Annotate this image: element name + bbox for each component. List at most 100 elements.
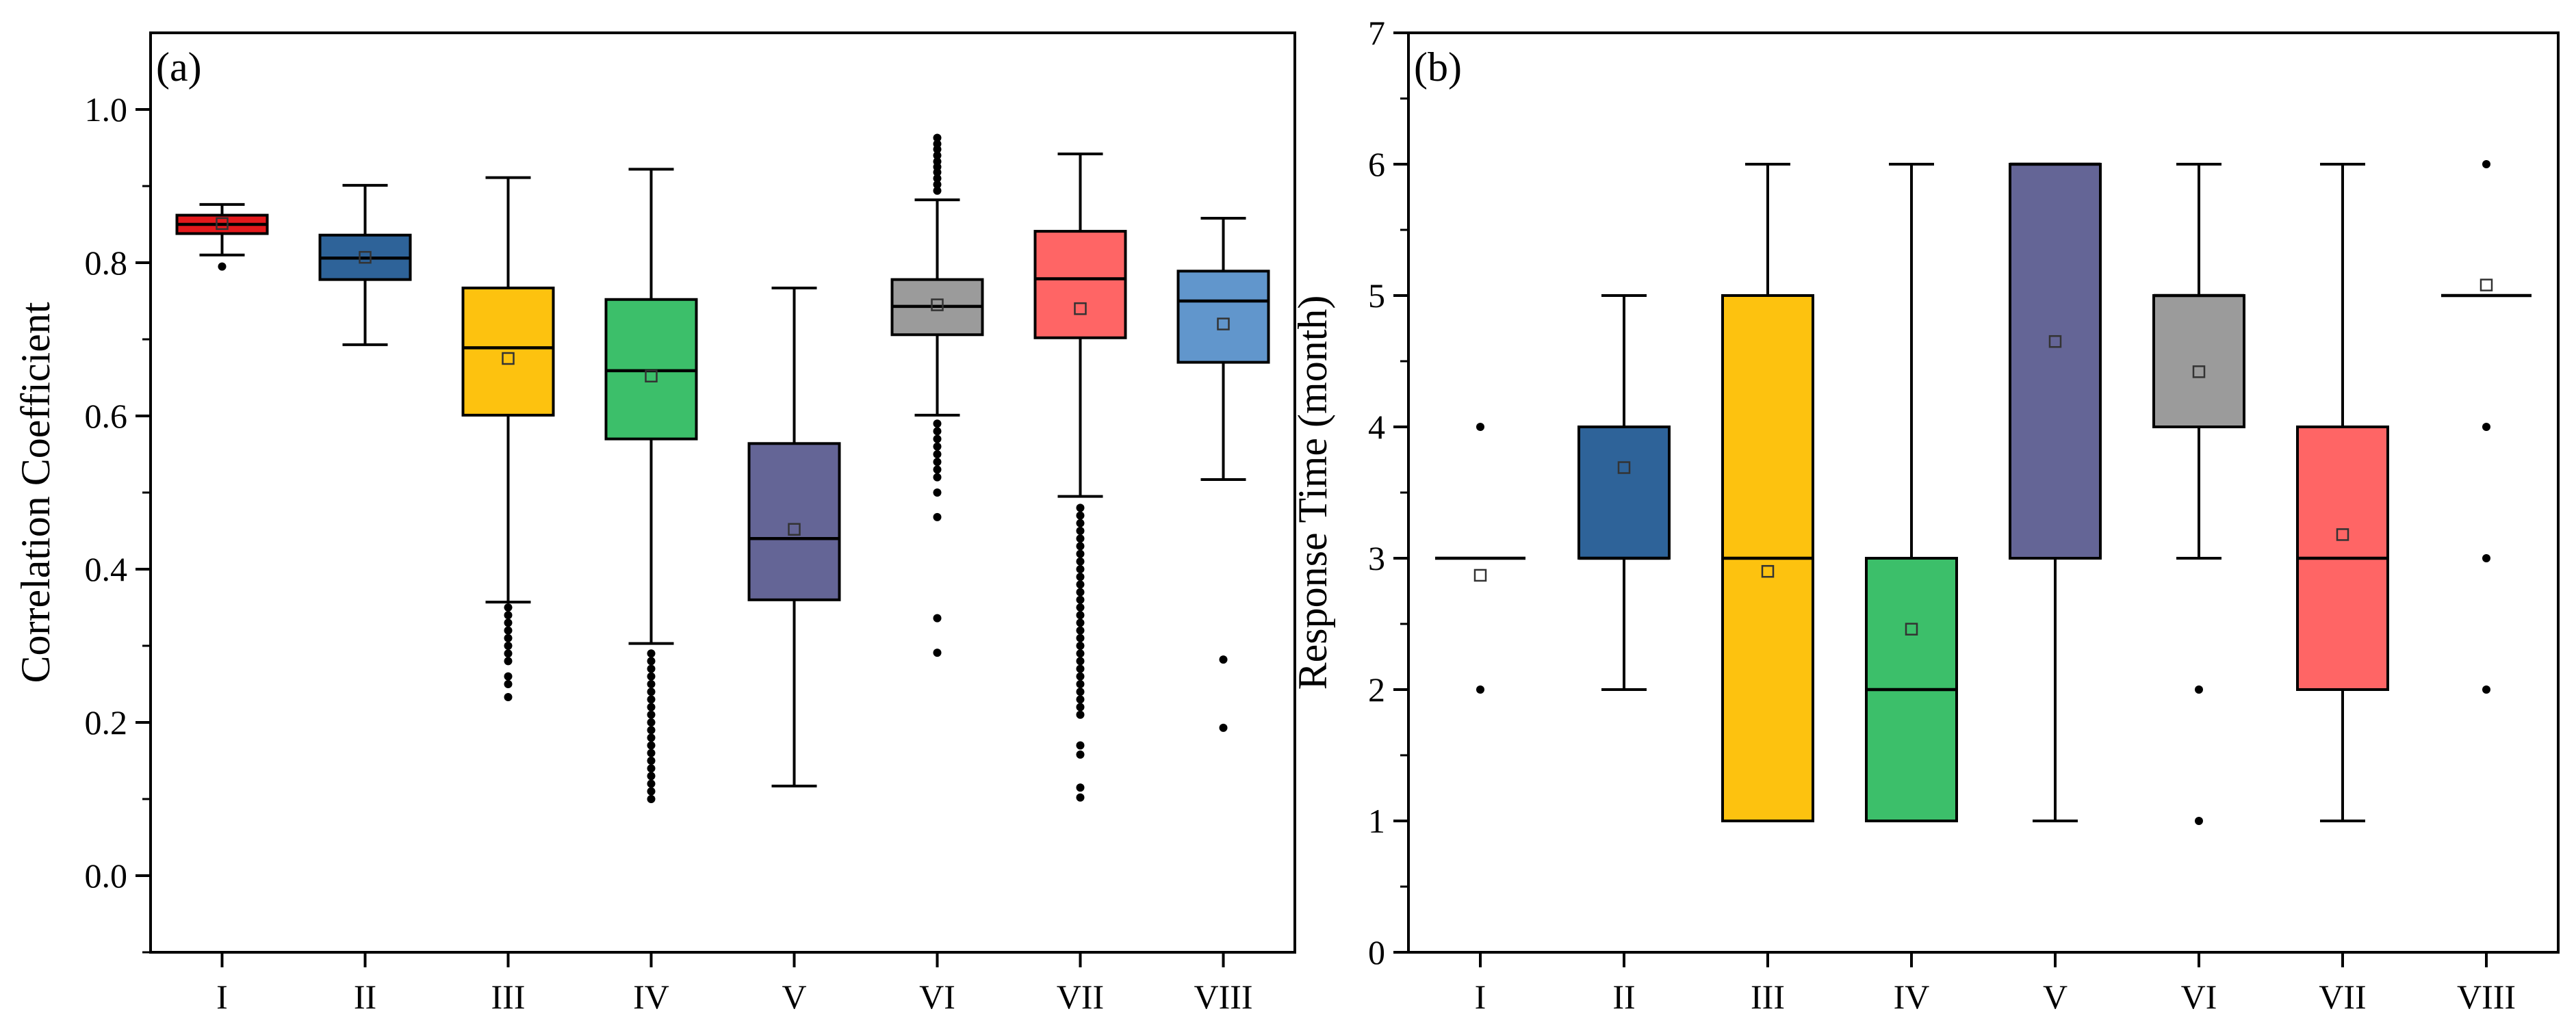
outlier-point <box>1076 504 1085 512</box>
panel-a-correlation-coefficient: 0.0 0.2 0.4 0.6 0.8 1.0 Correlation Coefficien… <box>13 31 1296 1016</box>
outlier-point <box>647 748 656 757</box>
box-vii <box>2296 163 2389 822</box>
outlier-point <box>933 649 942 657</box>
outlier-point <box>1076 611 1085 620</box>
y-tick-label: 6 <box>1368 145 1385 183</box>
y-tick-label: 4 <box>1368 408 1385 446</box>
outlier-point <box>1219 655 1228 664</box>
outlier-point <box>1076 588 1085 597</box>
outlier-point <box>1076 626 1085 635</box>
outlier-point <box>504 626 513 635</box>
box-viii <box>2441 160 2532 694</box>
outlier-point <box>1076 618 1085 627</box>
outlier-point <box>647 764 656 773</box>
outlier-point <box>1076 511 1085 520</box>
x-tick-label: V <box>782 978 806 1016</box>
box-i <box>175 202 269 271</box>
outlier-point <box>647 795 656 803</box>
x-tick-label: VII <box>1057 978 1104 1016</box>
mean-marker <box>2336 528 2349 541</box>
box-iqr <box>1033 230 1127 339</box>
mean-marker <box>2048 335 2062 348</box>
box-iii <box>461 176 555 702</box>
outlier-point <box>647 672 656 681</box>
y-tick-label: 0.4 <box>85 550 128 588</box>
mean-marker <box>931 298 944 311</box>
outlier-point <box>504 693 513 702</box>
outlier-point <box>1076 549 1085 558</box>
y-tick-label: 3 <box>1368 539 1385 577</box>
outlier-point <box>1076 542 1085 551</box>
outlier-point <box>1076 573 1085 581</box>
outlier-point <box>647 733 656 742</box>
outlier-point <box>933 151 942 160</box>
outlier-point <box>933 473 942 482</box>
outlier-point <box>2482 554 2490 562</box>
box-iqr <box>1176 270 1270 364</box>
x-tick-label: VI <box>919 978 955 1016</box>
outlier-point <box>647 718 656 727</box>
outlier-point <box>647 657 656 666</box>
outlier-point <box>933 186 942 195</box>
y-tick-label: 0.6 <box>85 397 128 435</box>
y-tick-label: 0.0 <box>85 857 128 895</box>
outlier-point <box>504 618 513 627</box>
y-axis-label: Response Time (month) <box>1290 296 1335 690</box>
mean-marker <box>2480 278 2493 291</box>
outlier-point <box>933 442 942 451</box>
y-tick-label: 7 <box>1368 14 1385 52</box>
box-i <box>1435 423 1525 694</box>
mean-marker <box>1617 461 1631 474</box>
box-iqr <box>2152 294 2245 428</box>
outlier-point <box>933 419 942 428</box>
x-tick-label: VII <box>2319 978 2366 1016</box>
x-tick-label: V <box>2043 978 2068 1016</box>
outlier-point <box>647 680 656 688</box>
outlier-point <box>1076 695 1085 704</box>
outlier-point <box>1076 557 1085 566</box>
outlier-point <box>647 710 656 719</box>
mean-marker <box>1217 317 1230 330</box>
outlier-point <box>933 427 942 436</box>
panel-label: (a) <box>156 44 202 90</box>
y-axis-label: Correlation Coefficient <box>13 302 58 683</box>
outlier-point <box>504 680 513 688</box>
outlier-point <box>2482 160 2490 168</box>
x-tick-label: III <box>491 978 526 1016</box>
box-iqr <box>2009 163 2102 560</box>
outlier-point <box>1219 723 1228 732</box>
box-iv <box>604 168 698 803</box>
outlier-point <box>1076 793 1085 802</box>
mean-marker <box>1473 568 1487 582</box>
outlier-point <box>2482 685 2490 694</box>
mean-marker <box>502 352 515 365</box>
outlier-point <box>933 133 942 142</box>
mean-marker <box>788 523 801 536</box>
box-vi <box>2152 163 2245 825</box>
x-tick-label: II <box>1612 978 1635 1016</box>
box-ii <box>1577 294 1671 691</box>
mean-marker <box>359 250 372 264</box>
outlier-point <box>504 657 513 666</box>
outlier-point <box>647 649 656 658</box>
box-vi <box>890 133 984 657</box>
outlier-point <box>933 450 942 458</box>
outlier-point <box>647 664 656 673</box>
outlier-point <box>1076 580 1085 589</box>
y-tick-label: 2 <box>1368 670 1385 709</box>
outlier-point <box>1076 603 1085 612</box>
box-ii <box>318 183 412 346</box>
outlier-point <box>2195 685 2203 694</box>
mean-marker <box>1074 302 1087 315</box>
outlier-point <box>1076 688 1085 696</box>
outlier-point <box>1076 750 1085 759</box>
outlier-point <box>933 174 942 183</box>
outlier-point <box>933 145 942 154</box>
outlier-point <box>2195 817 2203 825</box>
y-tick-label: 0 <box>1368 933 1385 971</box>
outlier-point <box>1076 672 1085 681</box>
outlier-point <box>1076 664 1085 673</box>
outlier-point <box>1076 783 1085 792</box>
